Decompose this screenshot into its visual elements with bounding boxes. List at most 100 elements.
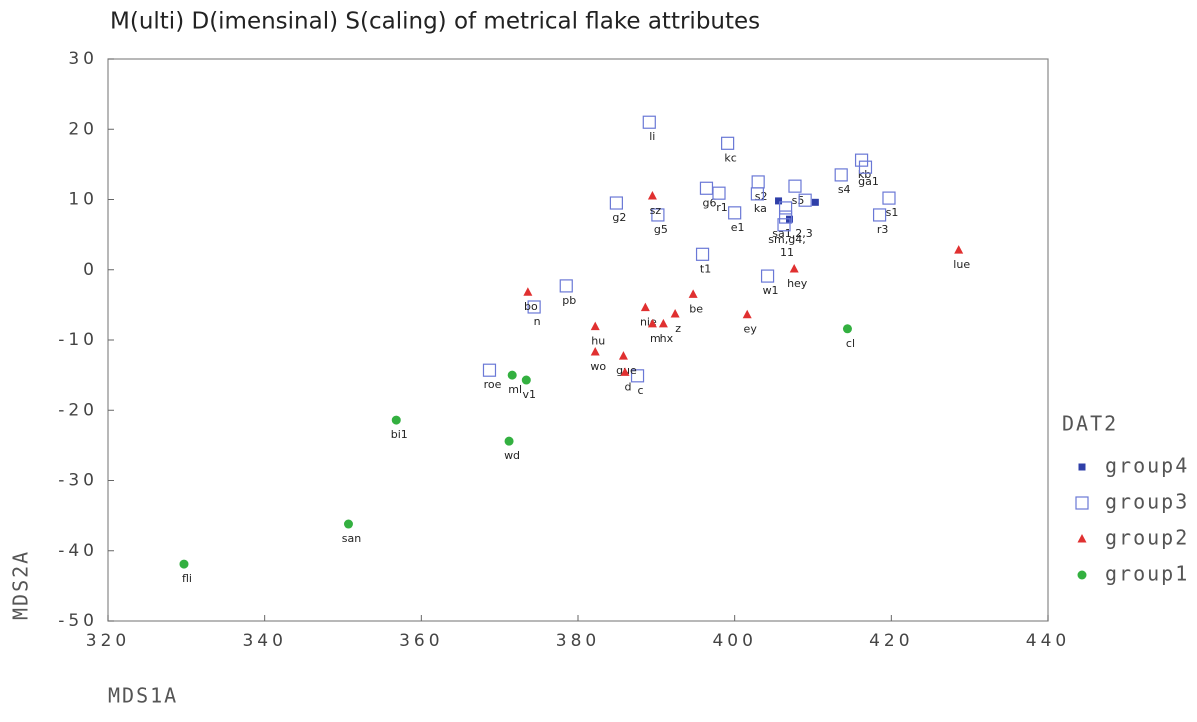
point [699,181,714,195]
point-label: c [638,384,644,397]
point-label: li [649,130,655,143]
legend-marker [1075,496,1089,510]
legend-label: group3 [1105,490,1189,514]
point [742,309,752,319]
point-label: z [675,322,681,335]
point [482,363,497,377]
point [647,190,657,200]
point [789,264,799,273]
point-label: r3 [877,223,889,236]
point [872,208,887,222]
point [834,168,848,182]
point-label: hx [660,332,674,345]
y-tick-label: -40 [58,541,98,561]
y-tick-label: 20 [68,119,98,139]
point [620,367,630,376]
point-label: roe [484,378,502,391]
point-label: r1 [716,201,728,214]
x-axis-label: MDS1A [108,684,178,708]
point [811,198,819,206]
y-tick-label: -30 [58,471,98,491]
point-label: hu [591,335,605,348]
point [640,302,650,312]
legend-title: DAT2 [1062,412,1118,436]
point [527,300,541,314]
point [750,187,764,201]
point-label: ga1 [858,175,879,188]
point-label: fli [182,572,192,585]
legend-label: group1 [1105,562,1189,586]
point-label: cl [846,337,855,350]
point-label: m [650,332,661,345]
point-label: s4 [838,183,851,196]
legend-marker [1077,534,1087,543]
point [777,218,791,232]
point [775,197,783,205]
point [778,201,793,215]
point-label: ey [744,323,758,336]
x-tick-label: 420 [869,631,913,651]
point [647,318,657,328]
x-tick-label: 440 [1026,631,1070,651]
point-label: e1 [731,221,745,234]
point-label: ka [754,202,767,215]
point-label: san [342,532,361,545]
point [642,115,656,129]
point-label: wo [590,360,606,373]
legend-label: group2 [1105,526,1189,550]
y-tick-label: -10 [58,330,98,350]
point-label: v1 [523,388,537,401]
point-label: g5 [654,223,668,236]
point-label: be [689,302,703,315]
point [590,321,600,331]
point [842,324,852,334]
x-tick-label: 320 [86,631,130,651]
point [721,136,735,150]
x-tick-label: 380 [556,631,600,651]
point [778,210,793,224]
y-tick-label: 10 [68,190,98,210]
point [343,519,353,529]
point-label: s1 [886,206,899,219]
legend-label: group4 [1105,454,1189,478]
y-axis-label: MDS2A [9,550,33,620]
point-label: bi1 [391,428,408,441]
point-label: bo [524,300,538,313]
x-tick-label: 360 [399,631,443,651]
point-label: hey [787,277,808,290]
x-tick-label: 340 [242,631,286,651]
point [670,309,680,318]
plot-frame [107,58,1049,622]
point [507,370,517,380]
point-label: s5 [792,194,805,207]
point-label: sm,g4, 11 [768,233,805,259]
point-label: w1 [763,284,779,297]
point [954,245,964,254]
point [618,351,628,360]
point [760,269,775,283]
y-tick-label: -20 [58,400,98,420]
point [854,153,869,167]
legend-marker [1077,570,1087,580]
point [590,346,600,356]
legend-marker [1078,463,1086,471]
point [609,196,623,210]
y-tick-label: 30 [68,49,98,69]
point [521,375,531,385]
point-label: d [625,380,632,393]
point [559,279,573,293]
point [523,287,533,296]
point [688,289,698,298]
y-tick-label: -50 [58,611,98,631]
x-tick-label: 400 [712,631,756,651]
point [651,208,665,222]
point-label: ml [508,383,522,396]
point-label: g6 [702,196,716,209]
point [728,206,742,220]
point [179,559,189,569]
point-label: lue [953,258,970,271]
point [630,369,645,383]
y-tick-label: 0 [83,260,98,280]
point [391,415,401,425]
